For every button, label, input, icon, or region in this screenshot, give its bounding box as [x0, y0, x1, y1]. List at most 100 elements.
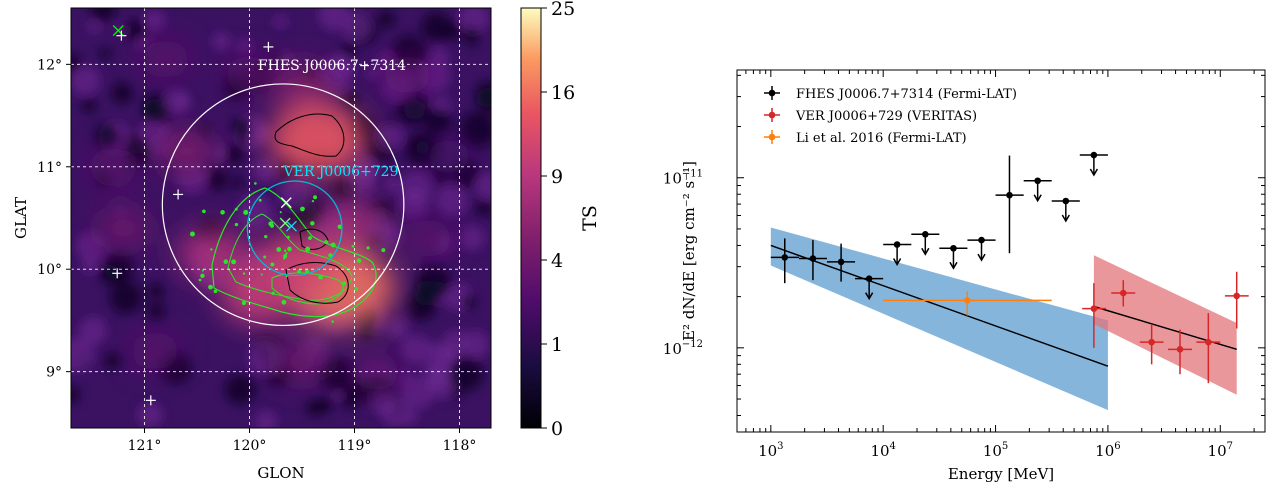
plus-marker	[173, 189, 184, 200]
ts-texture-blob	[236, 38, 253, 55]
ts-texture-blob	[330, 177, 355, 202]
ts-texture-blob	[439, 343, 458, 363]
green-contour-core	[271, 272, 344, 305]
green-dot	[234, 207, 238, 211]
plus-marker	[145, 395, 156, 406]
ts-texture-blob	[231, 117, 252, 137]
green-dot	[318, 274, 323, 280]
ts-hotspot	[426, 139, 472, 174]
sed-uncertainty-band	[1093, 255, 1237, 395]
colorbar-tick-label: 25	[551, 0, 575, 20]
ts-texture-blob	[163, 88, 190, 115]
ts-texture-blob	[143, 98, 166, 121]
sed-bands	[770, 227, 1237, 411]
colorbar-tick-label: 1	[551, 334, 563, 356]
green-dot	[305, 246, 311, 252]
annotation-fhes: FHES J0006.7+7314	[258, 58, 406, 74]
legend-label: FHES J0006.7+7314 (Fermi-LAT)	[796, 87, 1017, 102]
green-dot	[354, 286, 359, 291]
ts-texture-blob	[333, 390, 344, 401]
ts-hotspot	[157, 129, 216, 174]
sed-data-point	[1082, 283, 1106, 348]
ts-texture-blob	[231, 177, 244, 189]
ts-texture-blob	[109, 280, 143, 314]
sed-data-point	[995, 155, 1024, 254]
ts-texture-blob	[435, 184, 468, 217]
colorbar-tick-label: 4	[551, 250, 563, 272]
sed-data-point	[770, 238, 799, 284]
green-dot	[213, 289, 218, 294]
ts-texture-blob	[461, 294, 477, 310]
ts-texture-blob	[464, 31, 479, 46]
sed-legend: FHES J0006.7+7314 (Fermi-LAT) VER J0006+7…	[764, 86, 1017, 146]
ts-texture-blob	[137, 402, 163, 428]
green-dot	[208, 284, 213, 290]
ts-texture-blob	[406, 290, 438, 321]
green-dot	[243, 209, 249, 215]
y-tick-label: 11°	[37, 160, 62, 176]
ts-map-field	[71, 8, 491, 428]
ts-hotspot	[140, 40, 191, 79]
sed-upper-limit	[1079, 151, 1108, 177]
sed-data-point	[1224, 271, 1249, 329]
colorbar-tick-label: 0	[551, 418, 563, 440]
green-dot	[279, 211, 282, 214]
plus-marker	[116, 30, 127, 41]
ts-texture-blob	[475, 199, 491, 217]
green-dot	[283, 254, 288, 259]
green-dot	[281, 299, 287, 305]
sed-frame	[736, 69, 1266, 433]
sed-points	[770, 151, 1249, 384]
legend-entry: Li et al. 2016 (Fermi-LAT)	[764, 130, 967, 146]
green-dot	[270, 262, 275, 267]
sed-ylabel: E² dN/dE [erg cm⁻² s⁻¹]	[680, 161, 698, 341]
ts-hotspot	[403, 219, 453, 258]
green-dot	[285, 275, 288, 278]
green-dot	[198, 278, 202, 282]
ts-texture-blob	[352, 157, 379, 184]
green-dot	[313, 195, 318, 200]
ts-texture-blob	[306, 398, 325, 417]
green-dot	[210, 248, 213, 251]
green-dot	[223, 259, 229, 264]
ts-texture-blob	[458, 8, 489, 34]
green-dot	[201, 269, 204, 272]
ts-texture-blob	[341, 43, 356, 59]
ts-texture-blob	[461, 330, 489, 359]
ts-texture-blob	[366, 66, 380, 80]
green-dot	[311, 199, 315, 203]
y-tick-label: 12°	[37, 57, 62, 73]
ts-texture-blob	[78, 317, 108, 346]
colorbar-gradient	[520, 7, 542, 429]
sed-x-tick-label: 105	[983, 441, 1008, 460]
sed-data-point	[883, 291, 1052, 316]
green-dot	[234, 222, 239, 227]
ts-texture-blob	[371, 389, 397, 415]
cross-marker	[280, 197, 292, 209]
ts-texture-blob	[426, 341, 443, 358]
ts-texture-blob	[239, 135, 250, 146]
ts-texture-blob	[255, 125, 273, 142]
ts-hotspot	[130, 332, 180, 370]
ts-texture-blob	[104, 252, 134, 282]
black-contour-south	[285, 262, 349, 304]
ts-texture-blob	[98, 47, 111, 60]
sed-data-point	[1111, 280, 1136, 307]
ts-texture-blob	[212, 145, 228, 161]
ts-hotspot	[96, 207, 151, 249]
sed-x-tick-label: 106	[1095, 441, 1120, 460]
fhes-extension-circle	[161, 83, 405, 327]
ts-texture-blob	[71, 65, 100, 96]
green-dot	[310, 221, 315, 226]
ts-texture-blob	[252, 158, 277, 183]
sed-data-point	[1139, 324, 1164, 365]
ts-texture-blob	[273, 15, 287, 29]
green-contour-inner	[227, 213, 353, 301]
green-dot	[366, 246, 370, 250]
green-dot	[200, 273, 205, 279]
ts-texture-blob	[272, 53, 285, 66]
ts-hotspot	[220, 264, 300, 325]
sed-data-point	[798, 240, 827, 281]
y-tick-label: 9°	[46, 365, 62, 381]
